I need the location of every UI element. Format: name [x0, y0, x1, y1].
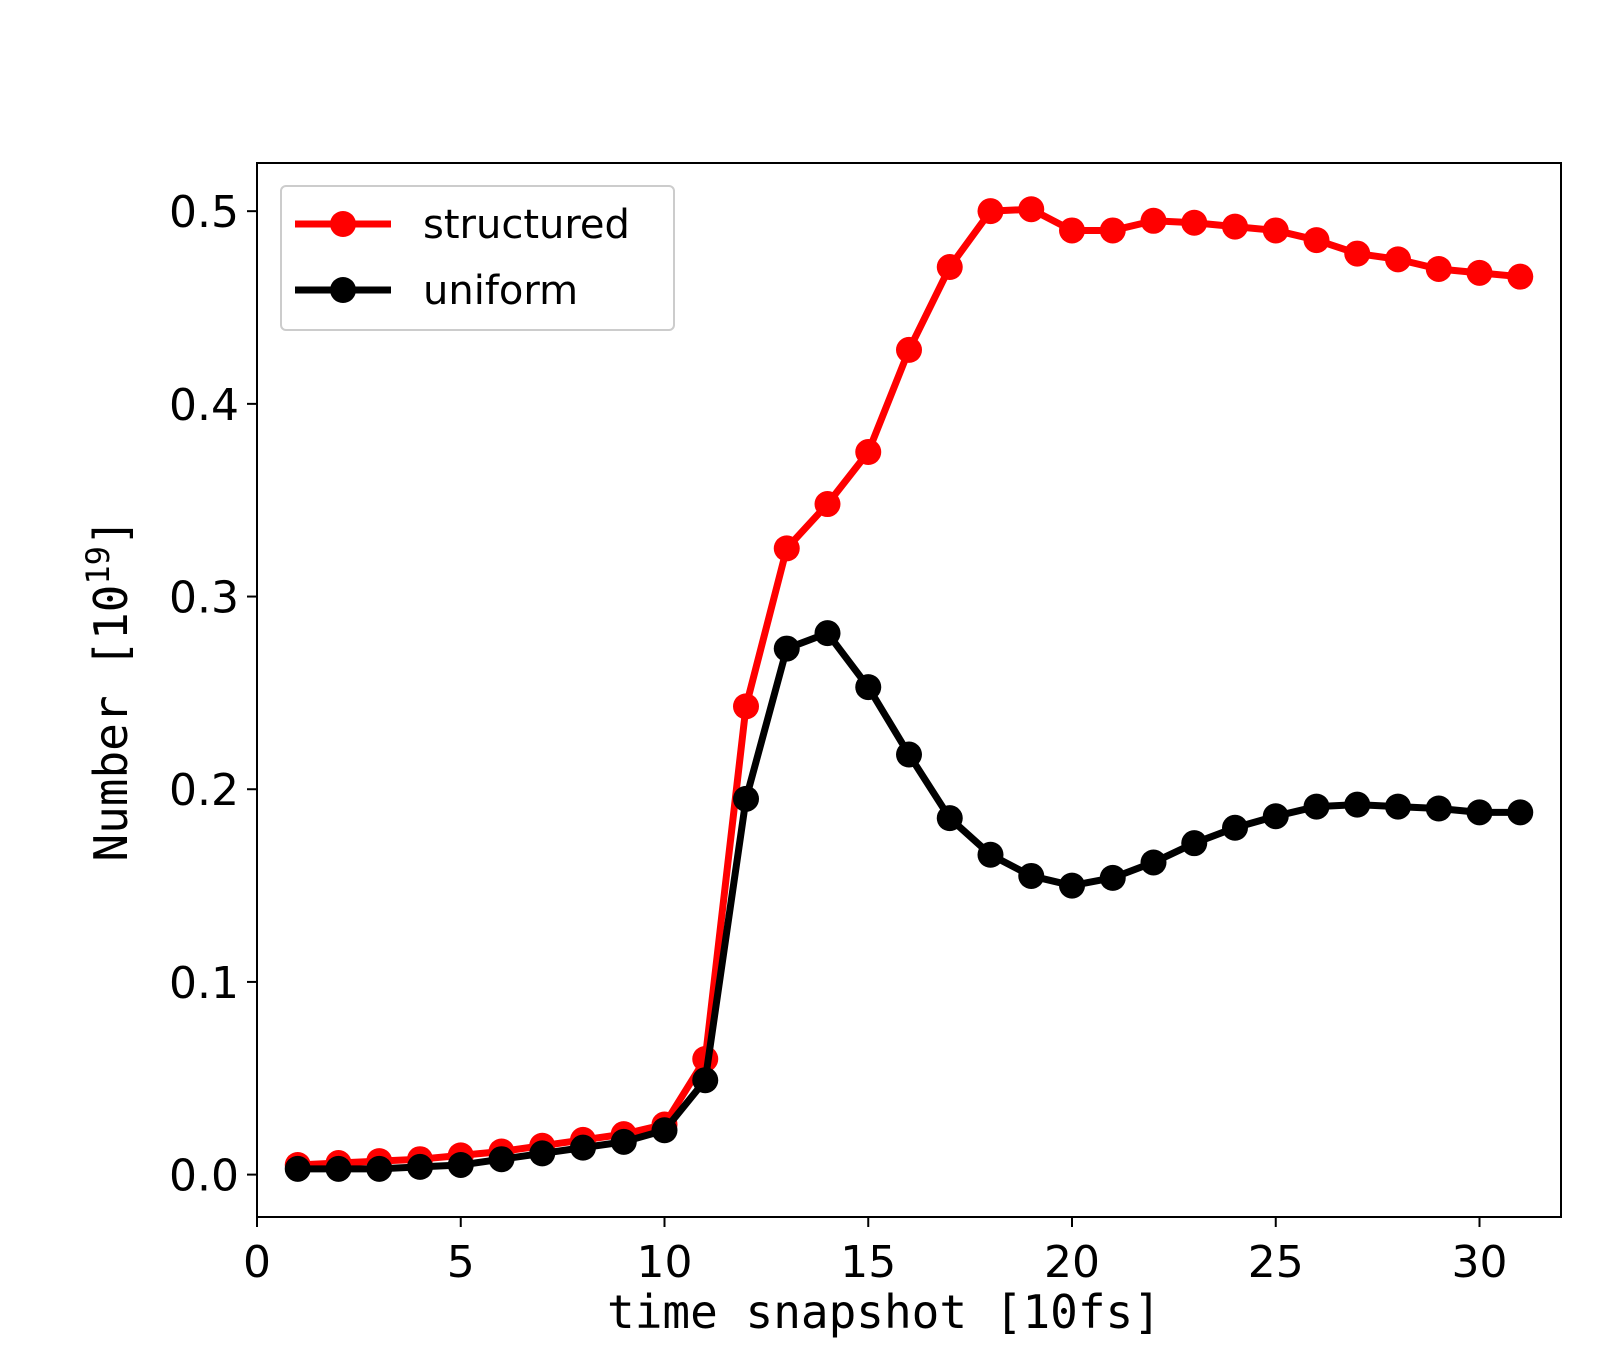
- data-point-structured: [1181, 209, 1208, 236]
- y-axis-ticks: 0.0 0.1 0.2 0.3 0.4 0.5: [169, 187, 257, 1202]
- data-point-uniform: [488, 1146, 515, 1173]
- y-tick-label: 0.4: [169, 380, 239, 431]
- data-point-uniform: [570, 1134, 596, 1161]
- data-point-uniform: [1385, 793, 1411, 820]
- x-tick-label: 0: [243, 1237, 271, 1288]
- data-point-structured: [733, 693, 759, 720]
- data-point-uniform: [610, 1128, 637, 1155]
- data-point-structured: [1425, 255, 1452, 282]
- data-point-uniform: [447, 1151, 474, 1178]
- series-uniform: [284, 620, 1534, 1182]
- data-point-uniform: [325, 1155, 352, 1182]
- x-axis-ticks: 0 5 10 15 20 25 30: [243, 1217, 1508, 1288]
- y-axis-label-suffix: ]: [84, 518, 138, 546]
- data-point-uniform: [1466, 799, 1493, 826]
- data-point-structured: [1466, 259, 1493, 286]
- legend: structured uniform: [280, 185, 675, 331]
- data-point-uniform: [977, 841, 1004, 868]
- data-point-uniform: [1425, 795, 1452, 822]
- data-point-uniform: [366, 1155, 393, 1182]
- data-point-structured: [1018, 196, 1045, 223]
- x-tick-label: 30: [1452, 1237, 1508, 1288]
- data-point-uniform: [529, 1140, 556, 1167]
- data-point-structured: [1140, 207, 1167, 234]
- data-point-uniform: [1222, 814, 1248, 841]
- data-point-uniform: [855, 674, 882, 701]
- data-point-structured: [1385, 246, 1411, 273]
- data-point-uniform: [1059, 872, 1085, 899]
- data-point-uniform: [1181, 830, 1208, 857]
- data-point-uniform: [1140, 849, 1167, 876]
- data-point-structured: [855, 439, 882, 466]
- data-point-uniform: [733, 785, 759, 812]
- y-tick-label: 0.2: [169, 765, 239, 816]
- legend-marker-uniform: [330, 277, 356, 303]
- x-axis-label: time snapshot [10fs]: [607, 1285, 1161, 1339]
- data-point-uniform: [651, 1117, 678, 1144]
- data-point-uniform: [936, 805, 963, 832]
- y-axis-label-base: Number [10: [84, 585, 138, 862]
- data-point-uniform: [692, 1067, 719, 1094]
- y-tick-label: 0.3: [169, 573, 239, 624]
- data-point-uniform: [814, 620, 841, 647]
- y-axis-label: Number [1019]: [79, 518, 138, 861]
- data-point-uniform: [1303, 793, 1330, 820]
- x-tick-label: 5: [447, 1237, 475, 1288]
- y-axis-label-exponent: 19: [79, 546, 117, 585]
- series-structured: [284, 196, 1534, 1178]
- data-point-uniform: [1344, 791, 1371, 818]
- legend-label-structured: structured: [423, 202, 630, 248]
- y-tick-label: 0.5: [169, 187, 239, 238]
- x-tick-label: 25: [1248, 1237, 1304, 1288]
- data-point-structured: [1303, 227, 1330, 254]
- data-point-structured: [1262, 217, 1289, 244]
- data-point-uniform: [773, 635, 800, 662]
- data-point-structured: [773, 535, 800, 562]
- y-tick-label: 0.1: [169, 958, 239, 1009]
- data-point-structured: [1099, 217, 1126, 244]
- plot-frame: [256, 162, 1562, 1218]
- legend-label-uniform: uniform: [423, 268, 578, 314]
- data-point-uniform: [1262, 803, 1289, 830]
- data-point-structured: [814, 491, 841, 518]
- x-tick-label: 20: [1044, 1237, 1100, 1288]
- data-point-uniform: [1507, 799, 1534, 826]
- x-tick-label: 15: [840, 1237, 896, 1288]
- data-point-structured: [1059, 217, 1085, 244]
- y-tick-label: 0.0: [169, 1151, 239, 1202]
- data-point-structured: [896, 336, 922, 363]
- data-point-structured: [977, 198, 1004, 225]
- data-point-uniform: [896, 741, 922, 768]
- data-point-uniform: [1018, 862, 1045, 889]
- legend-marker-structured: [330, 211, 356, 237]
- data-point-structured: [936, 254, 963, 281]
- series-line-uniform: [297, 629, 1521, 1173]
- x-tick-label: 10: [637, 1237, 693, 1288]
- data-point-uniform: [284, 1155, 311, 1182]
- data-point-structured: [1344, 240, 1371, 267]
- data-point-structured: [1222, 213, 1248, 240]
- plot-area: [284, 196, 1534, 1182]
- data-point-structured: [1507, 263, 1534, 290]
- data-point-uniform: [1099, 864, 1126, 891]
- data-point-uniform: [407, 1153, 433, 1180]
